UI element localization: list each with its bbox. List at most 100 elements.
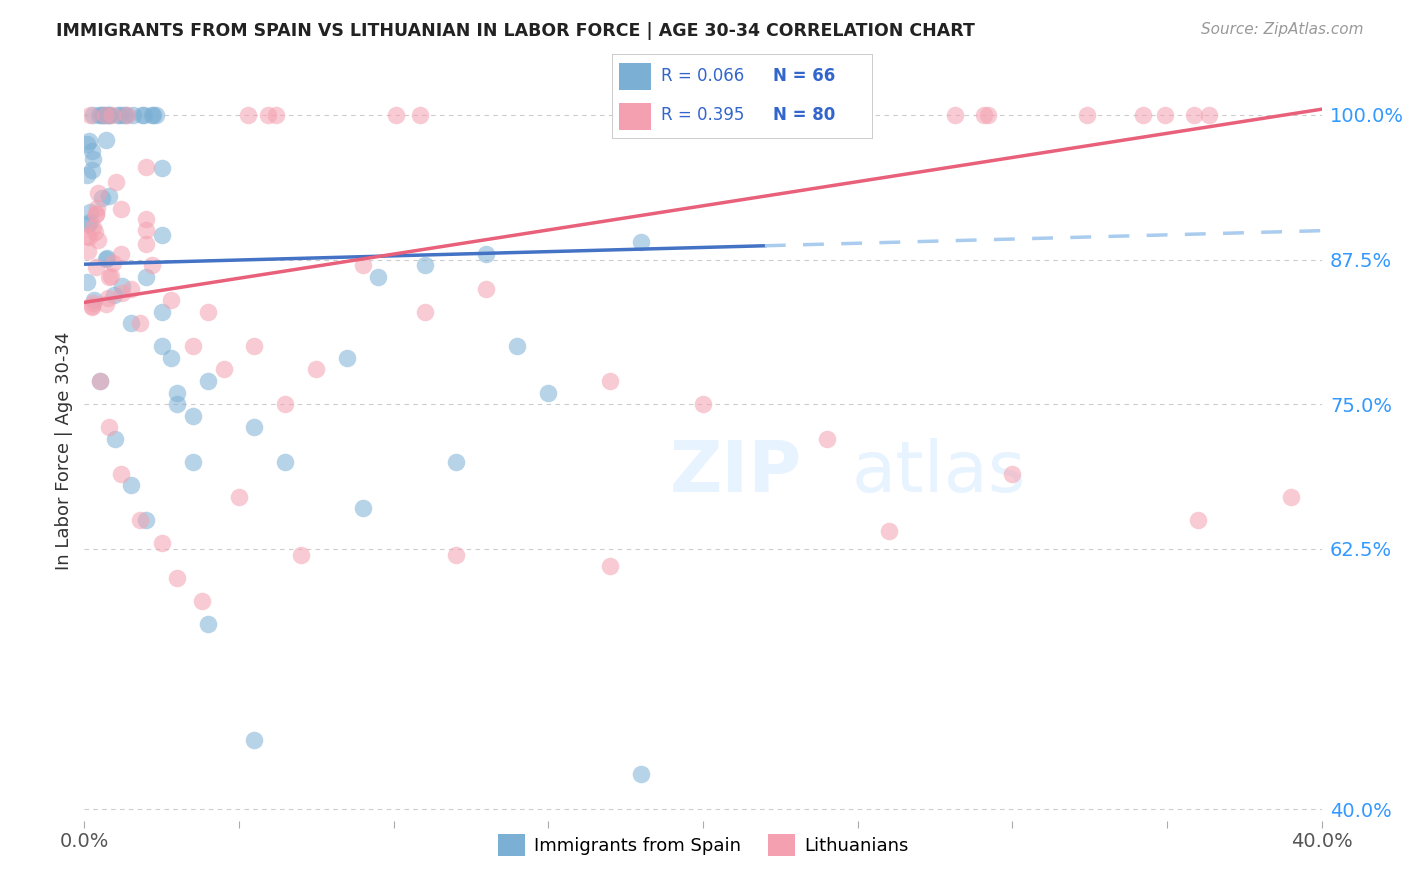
Point [444, 548, 467, 562]
Point [111, 279, 134, 293]
Point [145, 108, 167, 122]
Point [413, 304, 436, 318]
Point [135, 269, 157, 284]
Point [943, 108, 966, 122]
Point [135, 211, 157, 226]
Point [274, 397, 297, 411]
Point [131, 108, 153, 122]
Text: ZIP: ZIP [669, 438, 801, 508]
Point [76, 244, 98, 259]
Point [352, 259, 374, 273]
Point [181, 339, 204, 353]
Point [688, 108, 710, 122]
Point [150, 304, 173, 318]
Point [82, 152, 104, 166]
Point [101, 256, 124, 270]
Point [83, 293, 105, 307]
Point [98, 420, 121, 434]
Point [150, 161, 173, 176]
Point [336, 351, 359, 365]
Point [197, 617, 219, 632]
Point [84, 206, 107, 220]
Point [274, 455, 297, 469]
Point [82, 295, 104, 310]
Point [89, 108, 111, 122]
Point [80, 163, 103, 178]
Point [141, 259, 163, 273]
Point [76, 229, 98, 244]
Point [98, 108, 121, 122]
Point [129, 316, 152, 330]
Point [243, 339, 266, 353]
Point [599, 559, 621, 574]
Point [94, 297, 117, 311]
Point [150, 228, 173, 243]
Point [228, 490, 250, 504]
Point [135, 160, 157, 174]
Point [243, 732, 266, 747]
Point [93, 108, 115, 122]
Point [77, 217, 100, 231]
Point [537, 385, 560, 400]
Point [103, 288, 125, 302]
Point [122, 108, 145, 122]
Point [86, 201, 108, 215]
Point [264, 108, 287, 122]
Point [76, 275, 98, 289]
Point [80, 300, 103, 314]
Point [290, 548, 312, 562]
Point [367, 269, 389, 284]
Point [80, 144, 103, 158]
Point [100, 268, 122, 283]
Point [101, 108, 124, 122]
Point [84, 260, 107, 274]
Point [110, 467, 132, 481]
Point [475, 281, 498, 295]
Point [1001, 467, 1024, 481]
Point [110, 108, 132, 122]
Point [97, 291, 120, 305]
Point [87, 233, 110, 247]
Point [97, 189, 120, 203]
Point [630, 767, 652, 781]
Point [104, 174, 127, 188]
Point [97, 108, 120, 122]
Bar [620, 62, 651, 90]
Point [79, 108, 101, 122]
Point [98, 108, 121, 122]
Point [115, 108, 138, 122]
Point [815, 432, 838, 446]
Point [1076, 108, 1098, 122]
Point [787, 108, 810, 122]
Point [141, 108, 163, 122]
Point [444, 455, 467, 469]
Point [115, 108, 138, 122]
Point [84, 225, 107, 239]
Point [104, 432, 127, 446]
Point [197, 374, 219, 388]
Point [135, 513, 157, 527]
Point [91, 108, 114, 122]
Point [599, 374, 621, 388]
Point [197, 304, 219, 318]
Point [692, 397, 714, 411]
Point [166, 571, 188, 585]
Point [79, 214, 101, 228]
Point [1187, 513, 1209, 527]
Point [107, 108, 129, 122]
Point [94, 252, 117, 267]
Point [96, 251, 118, 265]
Point [1153, 108, 1175, 122]
Point [77, 230, 100, 244]
Text: R = 0.395: R = 0.395 [661, 106, 744, 124]
Point [91, 191, 114, 205]
Text: IMMIGRANTS FROM SPAIN VS LITHUANIAN IN LABOR FORCE | AGE 30-34 CORRELATION CHART: IMMIGRANTS FROM SPAIN VS LITHUANIAN IN L… [56, 22, 976, 40]
Point [135, 222, 157, 236]
Bar [620, 103, 651, 130]
Point [212, 362, 235, 376]
Point [82, 108, 104, 122]
Point [1132, 108, 1154, 122]
Point [506, 339, 529, 353]
Point [120, 316, 142, 330]
Point [120, 478, 142, 492]
